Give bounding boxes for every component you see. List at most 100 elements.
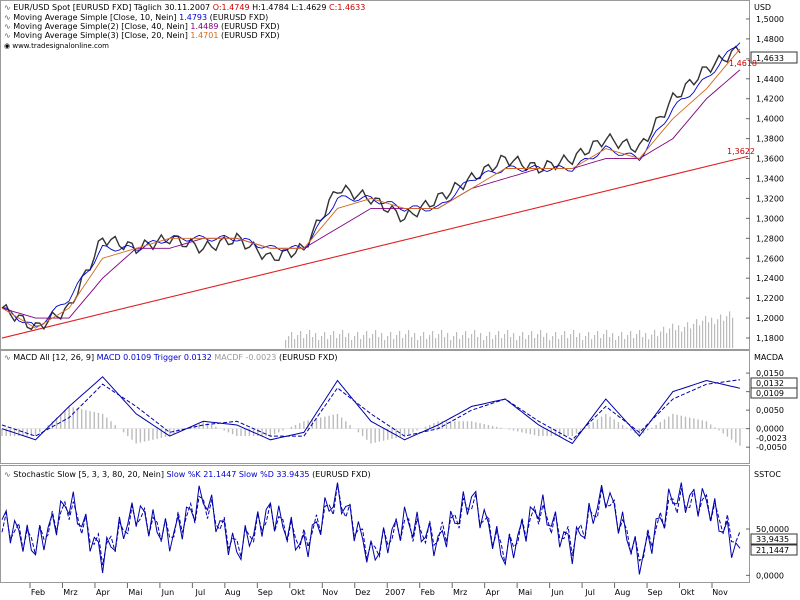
stoch-k-tag-box	[750, 544, 798, 556]
volume-bar	[564, 331, 566, 348]
volume-bar	[630, 331, 632, 348]
main-y-tick-label: 1,3000	[756, 214, 784, 223]
volume-bar	[708, 322, 710, 348]
volume-bar	[462, 335, 464, 348]
volume-bar	[687, 322, 689, 348]
volume-bar	[543, 337, 545, 348]
x-tick-label: Sep	[258, 588, 273, 597]
main-y-tick-label: 1,3800	[756, 135, 784, 144]
x-tick-label: 2007	[385, 588, 405, 597]
stoch-y-tick-label: 50,0000	[756, 525, 789, 534]
volume-bar	[297, 335, 299, 348]
price-plot	[1, 42, 749, 339]
volume-bar	[666, 333, 668, 348]
volume-bar	[516, 340, 518, 348]
slowk-line	[1, 482, 741, 575]
volume-bar	[354, 336, 356, 348]
volume-bar	[699, 325, 701, 348]
x-tick-label: Sep	[648, 588, 663, 597]
x-tick-label: Jun	[161, 588, 175, 597]
volume-bar	[648, 339, 650, 348]
main-y-tick-label: 1,2200	[756, 294, 784, 303]
main-y-tick-label: 1,4400	[756, 75, 784, 84]
x-tick-label: Mai	[518, 588, 532, 597]
volume-bar	[504, 334, 506, 348]
ma40-value: 1.4489	[190, 22, 218, 31]
volume-bar	[657, 336, 659, 348]
volume-bar	[579, 333, 581, 348]
volume-bar	[684, 326, 686, 348]
volume-bar	[312, 337, 314, 348]
volume-bar	[729, 311, 731, 348]
volume-bar	[357, 332, 359, 348]
volume-bar	[576, 337, 578, 348]
volume-bar	[681, 331, 683, 348]
volume-bar	[624, 339, 626, 348]
volume-bar	[711, 317, 713, 348]
volume-bar	[534, 338, 536, 348]
x-tick-label: Jul	[584, 588, 595, 597]
volume-bar	[507, 330, 509, 348]
volume-bar	[336, 338, 338, 348]
ma20-line	[1, 48, 741, 329]
main-y-tick-label: 1,5000	[756, 15, 784, 24]
volume-bar	[465, 331, 467, 348]
volume-bar	[501, 338, 503, 348]
volume-bar	[726, 316, 728, 348]
volume-bar	[477, 337, 479, 348]
right-axis-bg	[750, 0, 800, 600]
macd-y-tick-label: 0,0150	[756, 369, 784, 378]
volume-bar	[510, 337, 512, 348]
volume-bar	[627, 335, 629, 348]
volume-bar	[345, 337, 347, 348]
main-y-tick-label: 1,4000	[756, 115, 784, 124]
volume-bar	[702, 320, 704, 348]
volume-bar	[483, 340, 485, 348]
x-tick-label: Mrz	[63, 588, 77, 597]
macd-hist-tag: -0,0023	[756, 434, 787, 443]
volume-bar	[585, 336, 587, 348]
trigger-line	[1, 379, 741, 441]
trend-tag-upper: 1,4618	[729, 59, 757, 68]
volume-bar	[435, 338, 437, 348]
ma20-value: 1.4701	[190, 31, 218, 40]
macd-value: MACD 0.0109	[97, 353, 152, 362]
volume-bar	[396, 335, 398, 348]
volume-bar	[498, 331, 500, 348]
ma20-legend: ∿ Moving Average Simple(3) [Close, 20, N…	[4, 31, 280, 40]
title-close: C:1.4633	[329, 3, 365, 12]
site-credit: ◉ www.tradesignalonline.com	[4, 42, 109, 50]
volume-bar	[429, 335, 431, 348]
volume-bar	[582, 340, 584, 348]
macdf-value: MACDF -0.0023	[214, 353, 276, 362]
volume-bar	[618, 336, 620, 348]
volume-bar	[405, 334, 407, 348]
stoch-panel-frame	[0, 465, 750, 583]
chart-title: ∿ EUR/USD Spot [EURUSD FXD] Täglich 30.1…	[4, 3, 365, 12]
volume-bar	[693, 323, 695, 348]
volume-bar	[642, 337, 644, 348]
volume-bar	[645, 333, 647, 348]
volume-bar	[486, 336, 488, 348]
stoch-legend: ∿ Stochastic Slow [5, 3, 3, 80, 20, Nein…	[4, 470, 371, 479]
volume-bar	[714, 323, 716, 348]
slowk-value: Slow %K 21.1447	[167, 470, 237, 479]
x-tick-label: Mai	[128, 588, 142, 597]
main-y-tick-label: 1,3200	[756, 194, 784, 203]
volume-bar	[306, 334, 308, 348]
macd-y-tick-label: 0,0000	[756, 425, 784, 434]
title-period: Täglich	[133, 3, 162, 12]
volume-bar	[321, 336, 323, 348]
volume-bar	[417, 340, 419, 348]
volume-bar	[732, 317, 734, 348]
volume-bar	[621, 332, 623, 348]
price-tag: 1,4633	[756, 54, 784, 63]
volume-bar	[558, 339, 560, 348]
main-panel-frame	[0, 0, 750, 350]
title-symbol: EUR/USD Spot [EURUSD FXD]	[13, 3, 131, 12]
x-tick-label: Feb	[421, 588, 435, 597]
title-open: O:1.4749	[213, 3, 250, 12]
volume-bar	[444, 337, 446, 348]
volume-bar	[672, 323, 674, 348]
